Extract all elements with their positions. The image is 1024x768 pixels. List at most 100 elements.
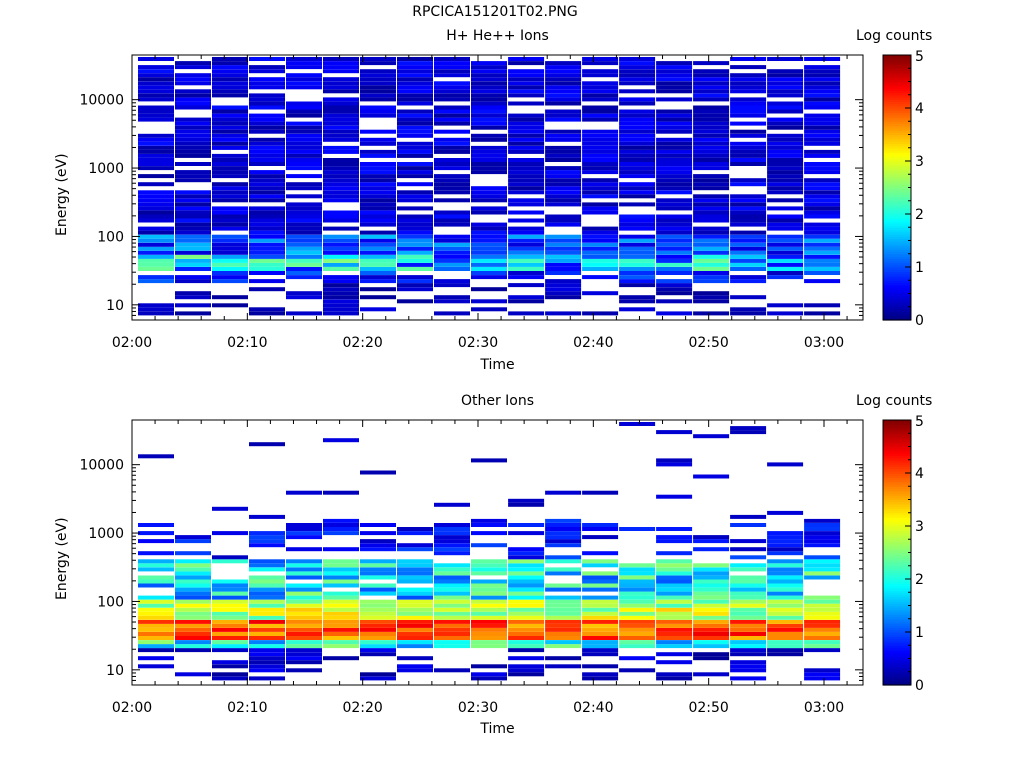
heatmap-cell [323, 267, 359, 271]
heatmap-cell [397, 250, 433, 255]
heatmap-cell [249, 226, 285, 231]
heatmap-cell [360, 230, 396, 235]
heatmap-cell [360, 149, 396, 154]
heatmap-cell [804, 311, 841, 316]
heatmap-cell [656, 121, 693, 126]
heatmap-cell [730, 250, 767, 255]
heatmap-cell [175, 242, 211, 247]
colorbar-swatch [883, 132, 911, 136]
heatmap-cell [619, 153, 656, 158]
colorbar-swatch [883, 238, 911, 242]
heatmap-cell [286, 242, 322, 247]
x-tick-label: 02:50 [688, 335, 728, 351]
heatmap-cell [619, 194, 656, 199]
heatmap-cell [397, 57, 433, 61]
heatmap-cell [249, 93, 285, 98]
heatmap-cell [175, 214, 211, 219]
heatmap-cell [545, 101, 582, 106]
heatmap-cell [508, 271, 545, 275]
heatmap-cell [656, 141, 693, 146]
heatmap-cell [471, 254, 507, 259]
heatmap-cell [730, 194, 767, 199]
colorbar-swatch [883, 194, 911, 197]
heatmap-cell [323, 117, 359, 122]
heatmap-cell [323, 166, 359, 171]
colorbar-swatch [883, 167, 911, 171]
heatmap-cell [545, 295, 582, 300]
heatmap-cell [693, 149, 730, 154]
heatmap-cell [730, 141, 767, 146]
heatmap-cell [249, 194, 285, 199]
heatmap-cell [693, 141, 730, 146]
heatmap-cell [434, 65, 470, 70]
heatmap-cell [693, 129, 730, 134]
colorbar-swatch [883, 161, 911, 164]
x-tick-label: 02:20 [342, 335, 382, 351]
heatmap-cell [249, 158, 285, 162]
heatmap-cell [434, 81, 470, 86]
heatmap-cell [767, 77, 804, 82]
heatmap-cell [767, 101, 804, 106]
heatmap-cell [360, 258, 396, 263]
heatmap-cell [767, 182, 804, 187]
heatmap-cell [249, 81, 285, 86]
colorbar-swatch [883, 103, 911, 107]
heatmap-cell [582, 230, 619, 235]
y-tick-label: 100 [97, 229, 124, 245]
heatmap-cell [249, 125, 285, 130]
heatmap-cell [656, 77, 693, 82]
heatmap-cell [397, 170, 433, 175]
heatmap-cell [323, 218, 359, 223]
heatmap-cell [175, 262, 211, 267]
heatmap-cell [619, 267, 656, 271]
heatmap-cell [212, 254, 248, 259]
heatmap-cell [619, 113, 656, 118]
heatmap-cell [730, 81, 767, 86]
heatmap-cell [397, 190, 433, 195]
heatmap-cell [360, 307, 396, 312]
heatmap-cell [508, 117, 545, 122]
heatmap-cell [619, 182, 656, 187]
heatmap-cell [545, 279, 582, 284]
heatmap-cell [286, 101, 322, 106]
heatmap-cell [360, 77, 396, 82]
colorbar-swatch [883, 55, 911, 58]
heatmap-cell [360, 162, 396, 166]
heatmap-cell [471, 101, 507, 106]
heatmap-cell [138, 89, 174, 94]
heatmap-cell [212, 133, 248, 138]
heatmap-cell [730, 242, 767, 247]
heatmap-cell [175, 174, 211, 179]
heatmap-cell [656, 61, 693, 66]
heatmap-cell [656, 214, 693, 219]
heatmap-cell [212, 85, 248, 90]
heatmap-cell [804, 234, 841, 239]
heatmap-cell [545, 117, 582, 122]
heatmap-cell [545, 77, 582, 82]
heatmap-cell [619, 234, 656, 239]
heatmap-cell [693, 81, 730, 86]
heatmap-cell [693, 198, 730, 203]
heatmap-cell [434, 166, 470, 171]
heatmap-cell [619, 214, 656, 219]
heatmap-cell [619, 109, 656, 114]
heatmap-cell [730, 97, 767, 102]
heatmap-cell [138, 141, 174, 146]
heatmap-cell [323, 279, 359, 284]
heatmap-cell [693, 166, 730, 171]
heatmap-cell [138, 303, 174, 308]
heatmap-cell [212, 77, 248, 82]
heatmap-cell [804, 117, 841, 122]
heatmap-cell [508, 186, 545, 191]
heatmap-cell [212, 194, 248, 199]
heatmap-cell [175, 246, 211, 251]
heatmap-cell [730, 254, 767, 259]
heatmap-cell [175, 250, 211, 255]
heatmap-cell [397, 182, 433, 187]
heatmap-cell [693, 162, 730, 166]
heatmap-cell [545, 153, 582, 158]
heatmap-cell [508, 57, 545, 61]
heatmap-cell [656, 109, 693, 114]
heatmap-cell [249, 97, 285, 102]
heatmap-cell [545, 133, 582, 138]
